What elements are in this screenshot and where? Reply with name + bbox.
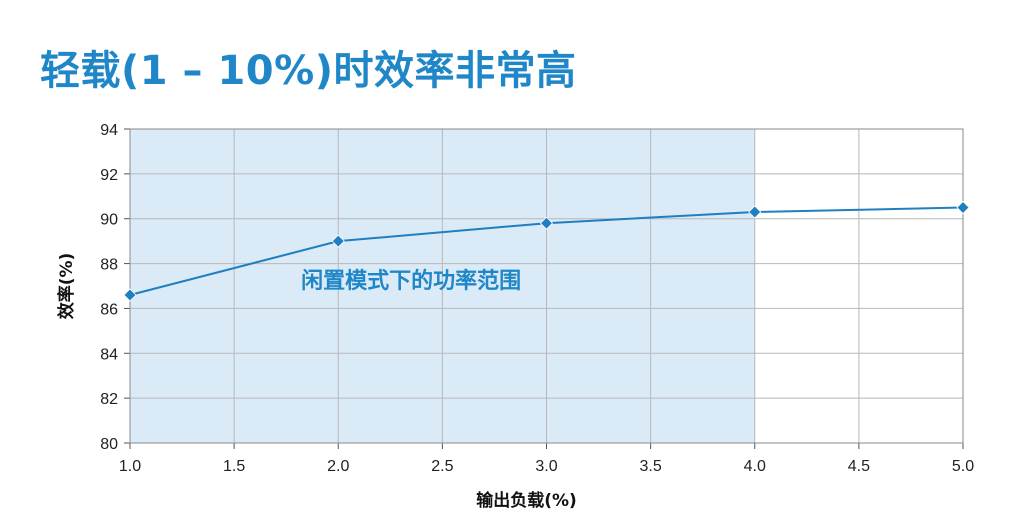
data-point-marker (539, 216, 554, 230)
y-tick-label: 86 (100, 301, 118, 318)
y-axis-ticks: 80 82 84 86 88 90 92 94 (100, 122, 118, 453)
x-tick-label: 5.0 (952, 458, 974, 475)
y-tick-label: 80 (100, 436, 118, 453)
x-tick-label: 3.0 (535, 458, 557, 475)
idle-region-label: 闲置模式下的功率范围 (301, 268, 521, 294)
y-tick-label: 82 (100, 391, 118, 408)
slide-title: 轻载(1 – 10%)时效率非常高 (40, 48, 577, 94)
y-tick-label: 84 (100, 346, 118, 363)
x-tick-label: 4.5 (848, 458, 870, 475)
x-tick-label: 2.0 (327, 458, 349, 475)
data-point-marker (956, 200, 970, 215)
y-tick-label: 94 (100, 122, 118, 139)
y-axis-label: 效率(%) (56, 253, 77, 320)
x-axis-label: 输出负载(%) (476, 490, 577, 511)
data-point-marker (123, 288, 137, 302)
x-tick-label: 3.5 (640, 458, 662, 475)
series-markers (123, 200, 970, 302)
plot-area-border (129, 128, 964, 444)
x-axis-ticks: 1.0 1.5 2.0 2.5 3.0 3.5 4.0 4.5 5.0 (119, 458, 974, 475)
data-point-marker (748, 205, 762, 219)
x-tick-label: 1.5 (223, 458, 245, 475)
y-tick-label: 92 (100, 167, 118, 184)
x-tick-label: 4.0 (744, 458, 766, 475)
y-tick-label: 88 (100, 257, 118, 274)
x-tick-label: 1.0 (119, 458, 141, 475)
x-tick-label: 2.5 (431, 458, 453, 475)
y-tick-label: 90 (100, 212, 118, 229)
data-point-marker (331, 234, 345, 248)
